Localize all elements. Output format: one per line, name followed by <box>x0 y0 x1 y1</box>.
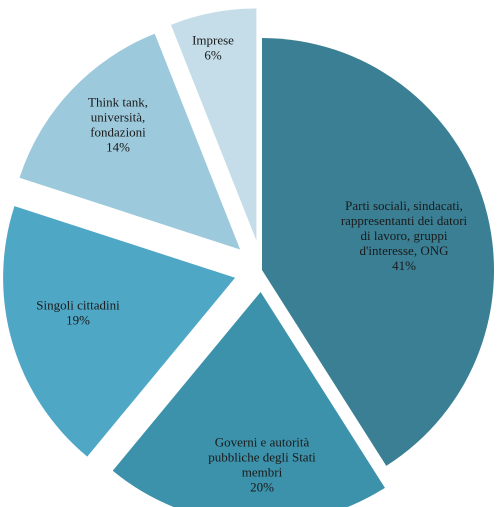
pie-slice-think-tank-universita-fondazioni <box>19 33 241 250</box>
slice-label-governi-e-autorita-pubbliche-degli-stati: Governi e autorità pubbliche degli Stati m… <box>208 435 316 495</box>
slice-value-label: 14% <box>106 140 130 155</box>
slice-label-line: di lavoro, gruppi <box>360 228 447 243</box>
pie-slice-singoli-cittadini <box>3 206 236 457</box>
slice-label-parti-sociali-sindacati-rappresentanti-d: Parti sociali, sindacati, rappresentanti … <box>341 198 468 273</box>
pie-slice-parti-sociali-sindacati-rappresentanti-d <box>262 38 494 466</box>
slice-label-line: Parti sociali, sindacati, <box>345 198 463 213</box>
pie-slices <box>3 8 494 507</box>
slice-label-singoli-cittadini: Singoli cittadini 19% <box>36 298 120 328</box>
slice-label-line: Imprese <box>192 33 234 48</box>
slice-value-label: 20% <box>250 480 274 495</box>
slice-label-line: Governi e autorità <box>215 435 310 450</box>
slice-label-line: membri <box>242 465 283 480</box>
slice-value-label: 6% <box>204 48 222 63</box>
pie-slice-imprese <box>170 8 257 241</box>
slice-label-line: pubbliche degli Stati <box>208 450 316 465</box>
slice-label-line: università, <box>91 110 146 125</box>
slice-label-line: d'interesse, ONG <box>360 243 449 258</box>
slice-value-label: 41% <box>392 258 416 273</box>
pie-labels: Parti sociali, sindacati, rappresentanti … <box>36 33 467 495</box>
slice-label-imprese: Imprese 6% <box>192 33 234 63</box>
pie-slice-governi-e-autorita-pubbliche-degli-stati <box>112 291 385 507</box>
slice-label-line: fondazioni <box>90 125 146 140</box>
slice-label-think-tank-universita-fondazioni: Think tank, università, fondazioni 14% <box>88 95 148 155</box>
slice-label-line: rappresentanti dei datori <box>341 213 468 228</box>
slice-label-line: Think tank, <box>88 95 148 110</box>
slice-label-line: Singoli cittadini <box>36 298 120 313</box>
slice-value-label: 19% <box>66 313 90 328</box>
